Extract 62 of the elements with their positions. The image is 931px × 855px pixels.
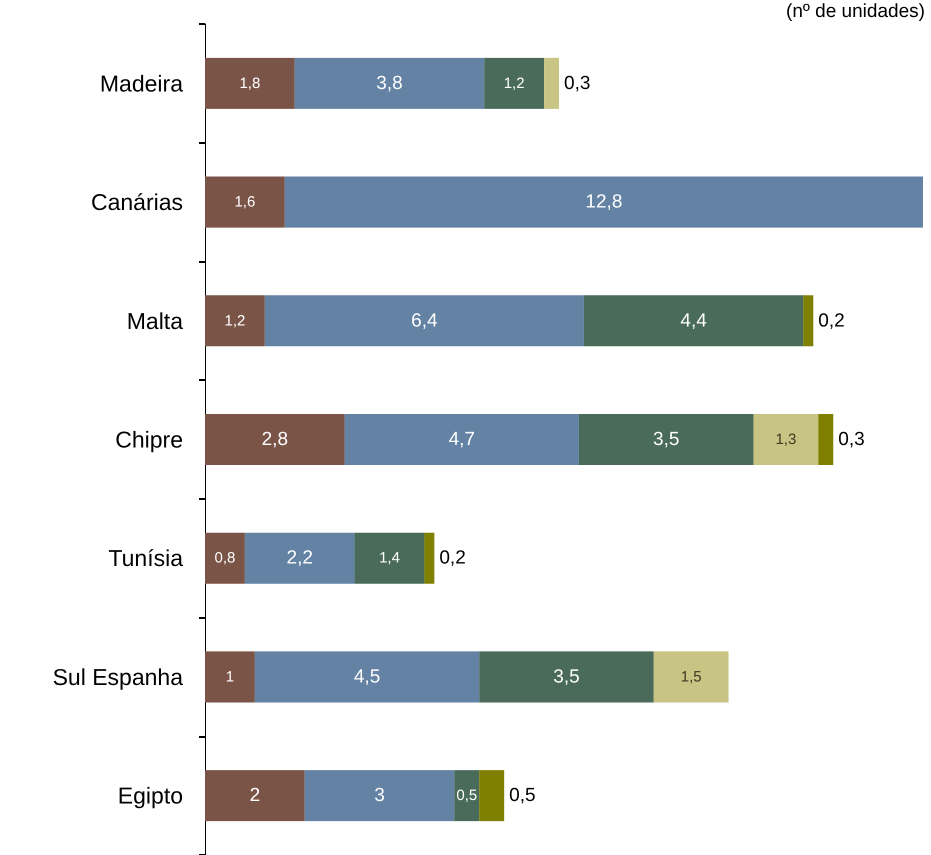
data-label: 3,5 [653, 429, 680, 450]
data-label: 1,2 [224, 312, 246, 330]
data-label: 2 [250, 785, 260, 806]
bar [753, 414, 818, 466]
bar [264, 295, 584, 346]
data-label: 1,6 [234, 194, 256, 211]
bar [205, 414, 345, 466]
bar [454, 770, 480, 822]
data-label: 0,8 [214, 550, 236, 567]
y-tick-label: Malta [126, 308, 184, 334]
y-tick-label: Tunísia [108, 545, 184, 572]
data-label: 12,8 [585, 192, 622, 213]
data-label: 0,3 [838, 429, 865, 450]
bar [205, 295, 265, 346]
bar [479, 770, 504, 822]
text: (nº de unidades) [786, 1, 926, 22]
bar [304, 770, 454, 822]
bar [205, 651, 255, 702]
data-label: 0,5 [509, 785, 536, 806]
bar [818, 414, 834, 466]
data-label: 4,5 [354, 666, 380, 688]
data-label: 6,4 [411, 310, 438, 332]
data-label: 1 [226, 668, 234, 686]
data-label: 3,8 [376, 72, 403, 94]
bar [484, 58, 544, 109]
y-tick-label: Egipto [118, 782, 183, 809]
bar [284, 176, 923, 228]
data-label: 3 [374, 785, 385, 806]
data-label: 1,8 [239, 74, 260, 92]
y-tick-label: Madeira [100, 70, 184, 96]
bar [424, 532, 434, 584]
bar [294, 58, 484, 109]
bar [544, 58, 560, 109]
data-label: 0,2 [439, 548, 466, 569]
data-label: 2,2 [286, 548, 313, 569]
data-label: 4,7 [448, 429, 475, 450]
bar [654, 651, 729, 702]
bar [584, 295, 804, 346]
y-tick-label: Chipre [115, 426, 183, 452]
bar [578, 414, 754, 466]
data-label: 3,5 [553, 666, 580, 688]
y-tick-label: Canárias [90, 189, 183, 216]
data-label: 0,5 [456, 787, 478, 804]
bar [244, 532, 355, 584]
bar [479, 651, 654, 702]
data-label: 0,3 [564, 72, 590, 94]
data-label: 2,8 [262, 429, 288, 450]
bar [205, 532, 245, 584]
bar [344, 414, 579, 466]
bar [254, 651, 480, 702]
bar [803, 295, 814, 346]
data-label: 1,4 [379, 550, 400, 567]
y-tick-label: Sul Espanha [52, 664, 184, 690]
bar [205, 770, 305, 822]
bar [205, 58, 295, 109]
data-label: 1,5 [680, 668, 702, 686]
bar [354, 532, 424, 584]
bar [205, 176, 285, 228]
data-label: 4,4 [680, 310, 708, 332]
data-label: 1,2 [504, 74, 525, 92]
data-label: 1,3 [775, 431, 796, 448]
data-label: 0,2 [818, 310, 845, 332]
